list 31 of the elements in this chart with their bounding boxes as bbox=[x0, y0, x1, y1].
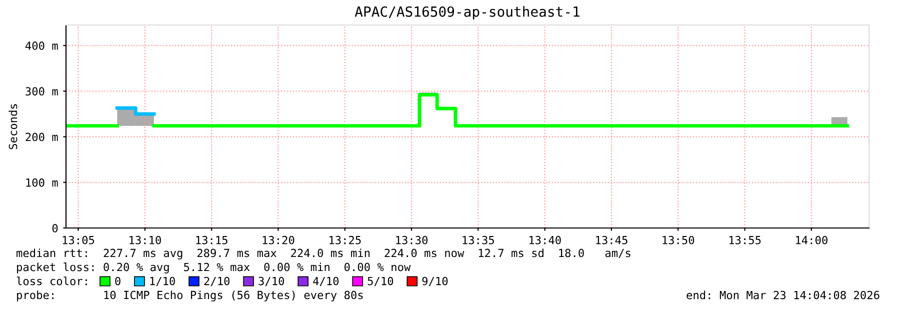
x-tick-label: 13:55 bbox=[729, 236, 761, 244]
y-tick-label: 200 m bbox=[26, 132, 58, 142]
x-tick-label: 13:10 bbox=[130, 236, 161, 244]
y-tick-label: 100 m bbox=[26, 178, 58, 187]
legend-label: 1/10 bbox=[150, 276, 175, 286]
legend-label: 4/10 bbox=[313, 276, 339, 286]
legend-label: 9/10 bbox=[422, 276, 448, 286]
text: probe: 10 ICMP Echo Pings (56 Bytes) every 80s bbox=[17, 290, 363, 302]
legend-label: 0 bbox=[115, 276, 120, 286]
x-tick-label: 13:40 bbox=[529, 236, 561, 244]
x-tick-label: 13:35 bbox=[462, 236, 494, 244]
legend-title: loss color: bbox=[16, 276, 87, 286]
text: packet loss: 0.20 % avg 5.12 % max 0.00 % min 0.00 % now bbox=[17, 262, 411, 274]
x-tick-label: 14:00 bbox=[796, 236, 828, 244]
x-tick-label: 13:20 bbox=[262, 236, 294, 244]
x-tick-label: 13:50 bbox=[662, 236, 694, 244]
y-tick-label: 300 m bbox=[26, 87, 58, 96]
x-tick-label: 13:30 bbox=[396, 236, 428, 244]
legend-label: 5/10 bbox=[368, 276, 394, 286]
x-tick-label: 13:15 bbox=[196, 236, 228, 244]
text: median rtt: 227.7 ms avg 289.7 ms max 224.0 ms min 224.0 ms now 12.7 ms sd 18.0 am/s bbox=[16, 248, 630, 260]
chart-title: APAC/AS16509-ap-southeast-1 bbox=[354, 6, 580, 20]
y-tick-label: 400 m bbox=[25, 42, 58, 50]
y-tick-label: 0 bbox=[52, 224, 58, 232]
x-tick-label: 13:05 bbox=[62, 236, 94, 244]
x-tick-label: 13:45 bbox=[596, 236, 628, 244]
y-axis-title: Seconds bbox=[8, 104, 18, 150]
x-tick-label: 13:25 bbox=[330, 236, 361, 244]
text: end: Mon Mar 23 14:04:08 2026 bbox=[686, 290, 880, 300]
legend-label: 3/10 bbox=[258, 276, 284, 286]
legend-label: 2/10 bbox=[204, 276, 230, 286]
